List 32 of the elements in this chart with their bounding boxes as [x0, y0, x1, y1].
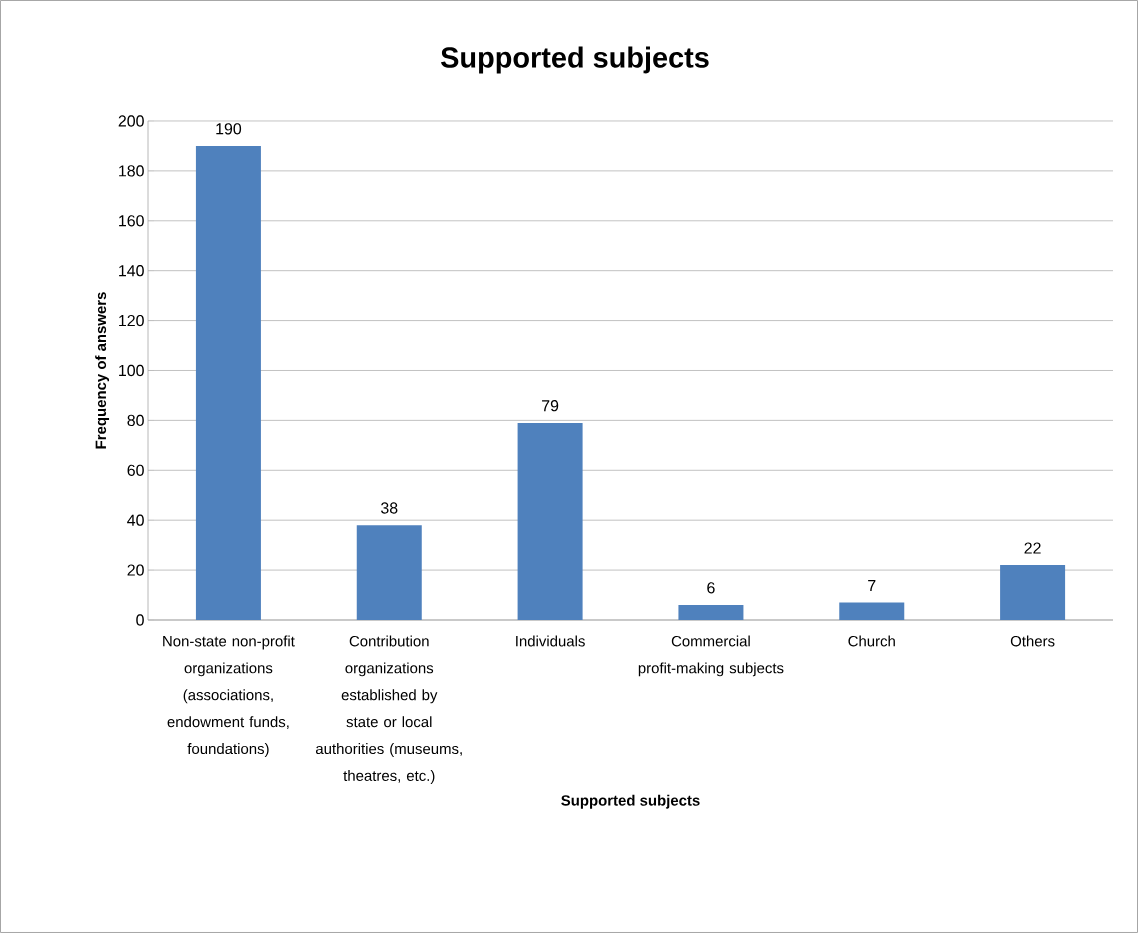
- data-label: 6: [707, 582, 715, 594]
- y-tick-label: 200: [118, 115, 144, 127]
- y-tick-label: 0: [136, 614, 144, 626]
- y-tick-label: 40: [127, 514, 144, 526]
- bar: [356, 525, 422, 620]
- y-tick-label: 100: [119, 364, 144, 377]
- bar: [1000, 565, 1066, 620]
- data-label: 190: [216, 123, 242, 135]
- x-tick-label: Contribution organizations established by state or local authorities (museums, theatres, etc.): [315, 635, 462, 784]
- data-label: 38: [381, 502, 398, 514]
- data-label: 7: [868, 580, 876, 591]
- bar: [839, 602, 905, 620]
- y-tick-label: 60: [127, 464, 144, 476]
- x-tick-label: Individuals: [516, 635, 585, 647]
- bar: [517, 422, 583, 620]
- data-label: 22: [1024, 542, 1041, 554]
- y-tick-label: 20: [127, 564, 144, 576]
- data-label: 79: [542, 400, 559, 412]
- y-tick-label: 180: [119, 165, 144, 177]
- bar: [678, 605, 744, 620]
- bar: [195, 145, 261, 620]
- x-tick-label: Non-state non-profit organizations (associations, endowment funds, foundations): [163, 635, 295, 758]
- y-tick-label: 80: [127, 414, 144, 427]
- x-axis-title: Supported subjects: [561, 794, 700, 809]
- x-tick-label: Church: [848, 635, 895, 647]
- y-axis-title: Frequency of answers: [95, 292, 110, 449]
- y-tick-label: 120: [119, 314, 144, 327]
- y-tick-label: 160: [119, 215, 144, 227]
- y-tick-label: 140: [119, 265, 144, 277]
- x-tick-label: Others: [1010, 635, 1055, 647]
- x-tick-label: Commercial profit-making subjects: [638, 635, 784, 677]
- chart-title: Supported subjects: [440, 46, 709, 74]
